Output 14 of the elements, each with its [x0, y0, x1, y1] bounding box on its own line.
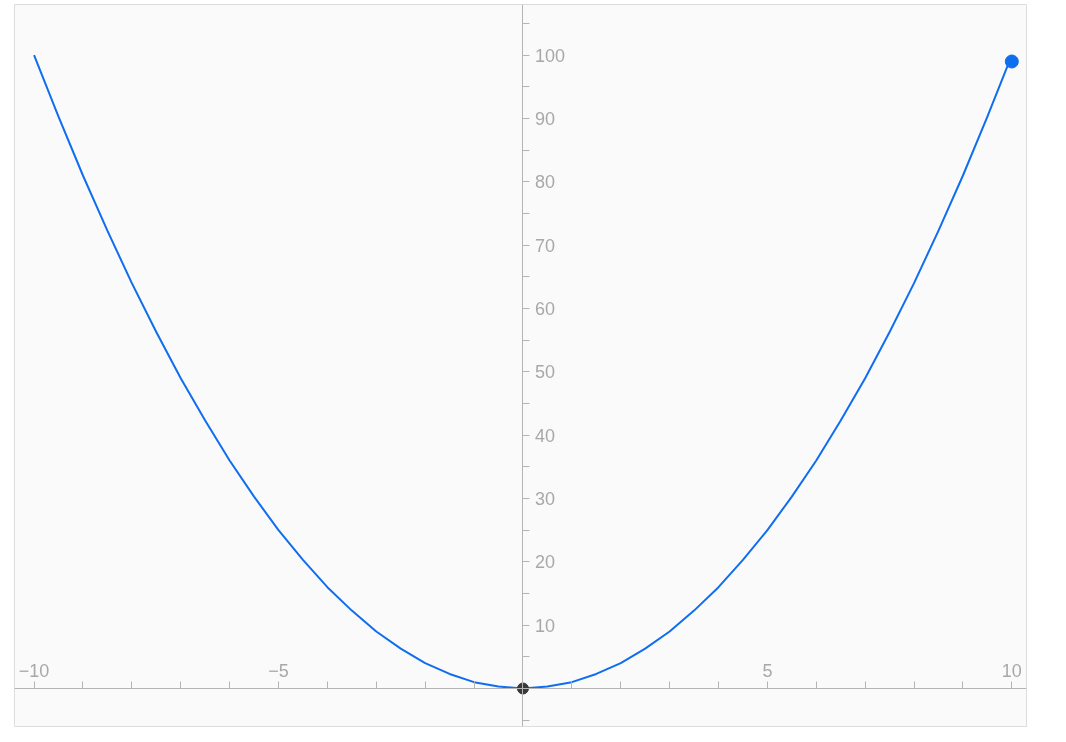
- y-tick-label: 60: [534, 299, 555, 319]
- y-tick-label: 50: [534, 362, 555, 383]
- x-tick-label: 10: [1001, 660, 1022, 681]
- y-tick-label: 30: [534, 489, 555, 509]
- y-tick-label: 80: [534, 172, 555, 193]
- y-tick-label: 100: [534, 45, 565, 66]
- y-tick-label: 10: [534, 615, 555, 636]
- y-tick-label: 70: [534, 235, 555, 256]
- x-tick-label: 5: [762, 660, 773, 681]
- x-tick-label: −5: [268, 660, 289, 681]
- y-tick-label: 90: [534, 109, 555, 129]
- x-tick-label: −10: [18, 660, 50, 681]
- y-tick-label: 20: [534, 552, 555, 573]
- y-tick-label: 40: [534, 425, 555, 446]
